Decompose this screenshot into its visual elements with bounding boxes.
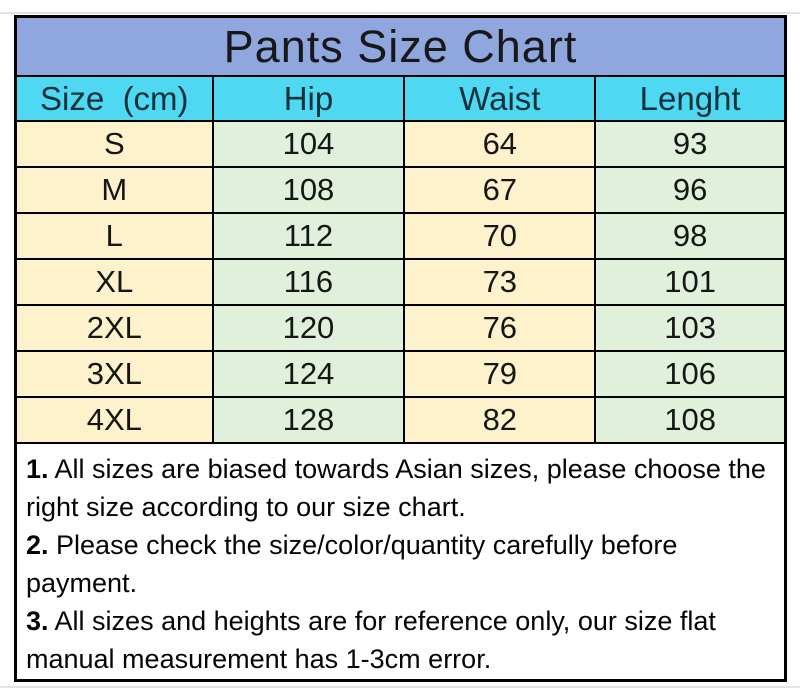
cell-length: 93	[594, 120, 785, 168]
cell-hip: 104	[211, 120, 406, 168]
cell-length: 106	[594, 350, 785, 398]
note-1: 1. All sizes are biased towards Asian si…	[26, 450, 775, 526]
note-3-number: 3.	[26, 606, 49, 636]
chart-title: Pants Size Chart	[17, 18, 784, 77]
cell-size: 2XL	[16, 304, 214, 352]
table-row-2xl: 2XL 120 76 103	[16, 304, 785, 352]
table-row-xl: XL 116 73 101	[16, 258, 785, 306]
note-1-text: All sizes are biased towards Asian sizes…	[26, 454, 766, 522]
cell-waist: 70	[403, 212, 597, 260]
notes-section: 1. All sizes are biased towards Asian si…	[17, 442, 784, 679]
note-1-number: 1.	[26, 454, 49, 484]
table-row-4xl: 4XL 128 82 108	[16, 396, 785, 443]
cell-hip: 120	[211, 304, 406, 352]
note-2-number: 2.	[26, 530, 49, 560]
cell-hip: 128	[211, 396, 406, 443]
header-row: Size (cm) Hip Waist Lenght	[16, 76, 785, 122]
col-header-length: Lenght	[594, 76, 785, 122]
cell-hip: 116	[211, 258, 406, 306]
cell-size: 3XL	[16, 350, 214, 398]
table-row-3xl: 3XL 124 79 106	[16, 350, 785, 398]
cell-size: XL	[16, 258, 214, 306]
cell-hip: 108	[211, 166, 406, 214]
table-row-s: S 104 64 93	[16, 120, 785, 168]
cell-waist: 79	[403, 350, 597, 398]
cell-waist: 76	[403, 304, 597, 352]
cell-length: 103	[594, 304, 785, 352]
note-3: 3. All sizes and heights are for referen…	[26, 602, 775, 678]
cell-length: 98	[594, 212, 785, 260]
cell-waist: 73	[403, 258, 597, 306]
col-header-waist: Waist	[403, 76, 597, 122]
cell-length: 101	[594, 258, 785, 306]
cell-waist: 82	[403, 396, 597, 443]
cell-size: S	[16, 120, 214, 168]
note-2-text: Please check the size/color/quantity car…	[26, 530, 678, 598]
cell-size: 4XL	[16, 396, 214, 443]
col-header-size: Size (cm)	[16, 76, 214, 122]
cell-hip: 124	[211, 350, 406, 398]
bottom-divider-line	[0, 686, 800, 688]
cell-length: 96	[594, 166, 785, 214]
col-header-hip: Hip	[211, 76, 406, 122]
size-table: Size (cm) Hip Waist Lenght S 104 64 93 M…	[16, 76, 785, 443]
table-row-l: L 112 70 98	[16, 212, 785, 260]
cell-length: 108	[594, 396, 785, 443]
cell-hip: 112	[211, 212, 406, 260]
cell-waist: 64	[403, 120, 597, 168]
note-3-text: All sizes and heights are for reference …	[26, 606, 716, 674]
cell-size: M	[16, 166, 214, 214]
cell-waist: 67	[403, 166, 597, 214]
table-row-m: M 108 67 96	[16, 166, 785, 214]
pants-size-chart: Pants Size Chart Size (cm) Hip Waist Len…	[14, 15, 787, 682]
note-2: 2. Please check the size/color/quantity …	[26, 526, 775, 602]
top-divider-line	[0, 12, 800, 14]
cell-size: L	[16, 212, 214, 260]
